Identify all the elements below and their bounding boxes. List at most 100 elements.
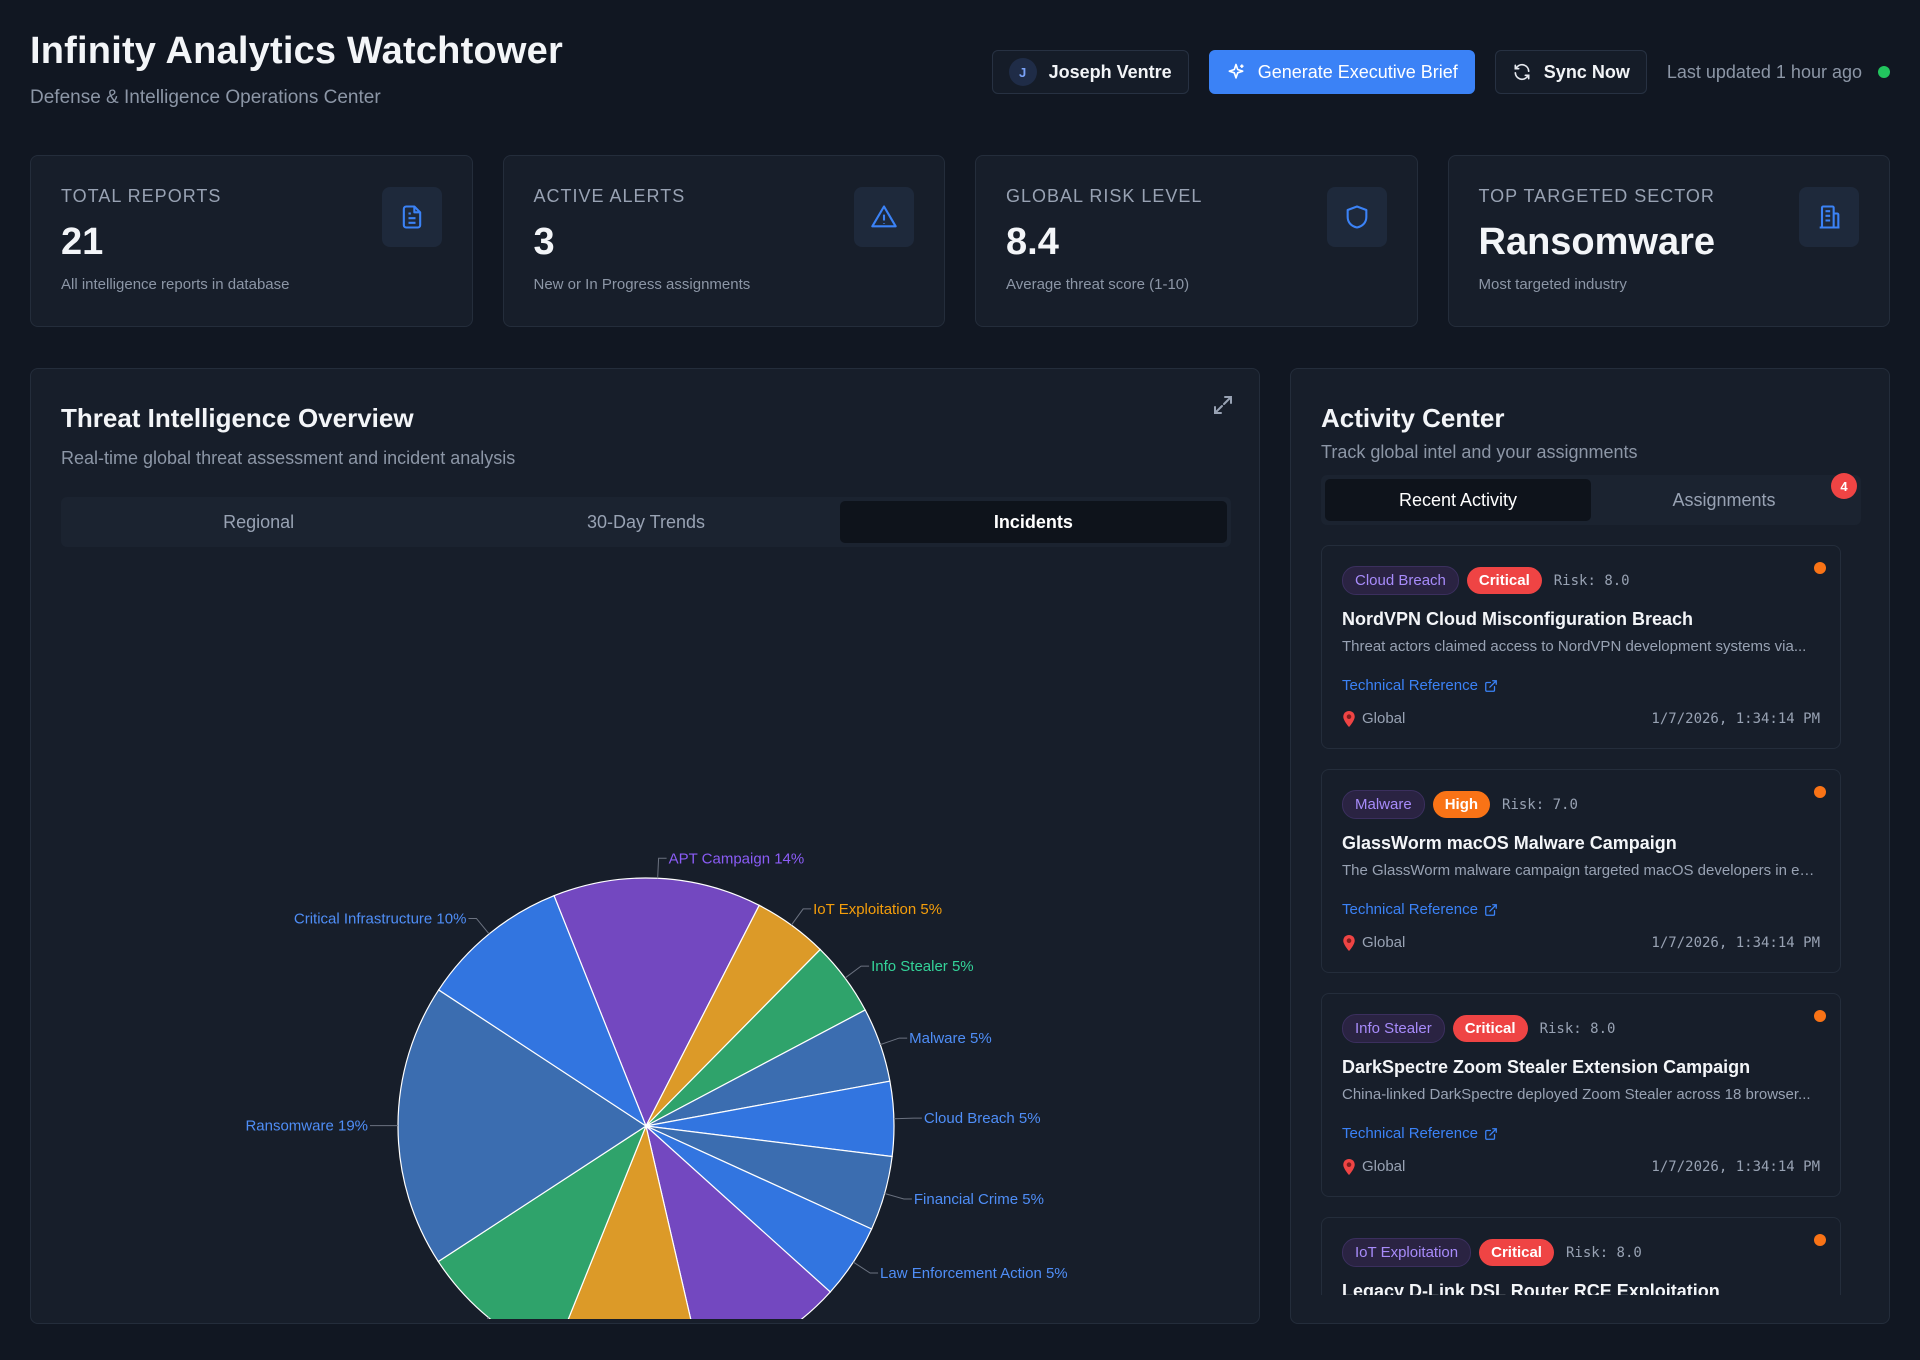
item-tags: Malware High Risk: 7.0 (1342, 790, 1820, 819)
item-title[interactable]: NordVPN Cloud Misconfiguration Breach (1342, 609, 1694, 629)
severity-badge: Critical (1479, 1239, 1554, 1266)
risk-score: Risk: 8.0 (1539, 1020, 1616, 1037)
pie-label: Cloud Breach 5% (924, 1110, 1041, 1127)
category-badge: Info Stealer (1342, 1014, 1445, 1043)
pie-leader-line (893, 1117, 922, 1120)
tab-recent-activity[interactable]: Recent Activity (1325, 479, 1591, 521)
last-updated: Last updated 1 hour ago (1666, 61, 1862, 82)
stat-value: 3 (533, 221, 555, 263)
tab-incidents[interactable]: Incidents (839, 501, 1227, 543)
external-link-icon (1485, 1127, 1497, 1140)
panel-title: Activity Center (1321, 403, 1505, 433)
stat-label: Top Targeted Sector (1478, 186, 1715, 206)
activity-feed: Cloud Breach Critical Risk: 8.0 NordVPN … (1321, 545, 1841, 1295)
panel-title: Threat Intelligence Overview (61, 403, 414, 433)
location-label: Global (1362, 1158, 1406, 1175)
tab-regional[interactable]: Regional (223, 511, 295, 532)
pie-label: Critical Infrastructure 10% (294, 910, 467, 927)
location-label: Global (1362, 934, 1406, 951)
stat-value: 21 (61, 221, 104, 263)
activity-item[interactable]: Info Stealer Critical Risk: 8.0 DarkSpec… (1321, 993, 1841, 1197)
user-name: Joseph Ventre (1048, 61, 1172, 82)
pie-leader-line (853, 1261, 879, 1274)
technical-reference-link[interactable]: Technical Reference (1342, 901, 1820, 918)
stat-card-global-risk: Global Risk Level 8.4 Average threat sco… (975, 155, 1418, 327)
header: Infinity Analytics Watchtower Defense & … (30, 30, 1890, 120)
category-badge: IoT Exploitation (1342, 1238, 1472, 1267)
external-link-icon (1485, 903, 1497, 916)
technical-reference-label: Technical Reference (1342, 1125, 1478, 1142)
tab-30-day-trends[interactable]: 30-Day Trends (586, 511, 706, 532)
external-link-icon (1485, 679, 1497, 692)
refresh-icon (1514, 63, 1530, 81)
user-menu-button[interactable]: J Joseph Ventre (991, 50, 1189, 94)
item-footer: Global 1/7/2026, 1:34:14 PM (1342, 934, 1820, 951)
item-title[interactable]: Legacy D-Link DSL Router RCE Exploitatio… (1342, 1281, 1720, 1295)
item-description: China-linked DarkSpectre deployed Zoom S… (1342, 1086, 1811, 1103)
status-indicator (1878, 66, 1890, 78)
expand-icon[interactable] (1211, 393, 1235, 417)
activity-item[interactable]: IoT Exploitation Critical Risk: 8.0 Lega… (1321, 1217, 1841, 1295)
technical-reference-label: Technical Reference (1342, 901, 1478, 918)
stat-value: 8.4 (1006, 221, 1059, 263)
threat-overview-panel: Threat Intelligence Overview Real-time g… (30, 368, 1261, 1360)
panel-subtitle: Real-time global threat assessment and i… (61, 448, 516, 468)
risk-score: Risk: 7.0 (1502, 796, 1578, 813)
severity-badge: High (1432, 791, 1491, 818)
activity-item[interactable]: Cloud Breach Critical Risk: 8.0 NordVPN … (1321, 545, 1841, 749)
header-actions: J Joseph Ventre Generate Executive Brief… (991, 50, 1890, 94)
pie-slice-ransomware[interactable] (397, 989, 648, 1263)
pin-icon (1343, 710, 1355, 727)
activity-center-panel: Activity Center Track global intel and y… (1290, 368, 1890, 1324)
pie-leader-line (880, 1037, 908, 1046)
app-title: Infinity Analytics Watchtower (30, 30, 563, 72)
stat-label: Total Reports (61, 186, 222, 206)
item-footer: Global 1/7/2026, 1:34:14 PM (1342, 1158, 1820, 1175)
stat-desc: Average threat score (1-10) (1006, 276, 1190, 293)
sync-now-button[interactable]: Sync Now (1494, 50, 1647, 94)
sparkle-icon (1228, 63, 1244, 79)
shield-icon (1326, 187, 1387, 247)
pin-icon (1343, 1158, 1355, 1175)
severity-badge: Critical (1452, 1015, 1528, 1042)
item-title[interactable]: DarkSpectre Zoom Stealer Extension Campa… (1342, 1057, 1751, 1077)
activity-item[interactable]: Malware High Risk: 7.0 GlassWorm macOS M… (1321, 769, 1841, 973)
pie-leader-line (844, 965, 870, 979)
location: Global (1342, 710, 1405, 727)
generate-brief-label: Generate Executive Brief (1257, 61, 1458, 82)
technical-reference-link[interactable]: Technical Reference (1342, 677, 1820, 694)
app-subtitle: Defense & Intelligence Operations Center (30, 87, 381, 108)
incidents-pie-chart: APT Campaign 14% IoT Exploitation 5% Info … (31, 559, 1261, 1360)
tab-assignments-label: Assignments (1672, 489, 1776, 510)
category-badge: Cloud Breach (1342, 566, 1459, 595)
tab-assignments[interactable]: Assignments 4 (1591, 473, 1857, 521)
unread-dot (1814, 1010, 1826, 1022)
assignments-count-badge: 4 (1831, 473, 1857, 499)
technical-reference-link[interactable]: Technical Reference (1342, 1125, 1820, 1142)
warning-icon (854, 187, 914, 247)
category-badge: Malware (1342, 790, 1425, 819)
pie-leader-line (657, 857, 667, 879)
sync-now-label: Sync Now (1543, 61, 1630, 82)
activity-tabs: Recent Activity Assignments 4 (1321, 473, 1861, 525)
timestamp: 1/7/2026, 1:34:14 PM (1651, 1158, 1820, 1175)
timestamp: 1/7/2026, 1:34:14 PM (1651, 710, 1820, 727)
pie-label: Info Stealer 5% (871, 958, 974, 975)
stat-card-active-alerts: Active Alerts 3 New or In Progress assig… (502, 155, 945, 327)
unread-dot (1814, 562, 1826, 574)
pie-label: Malware 5% (909, 1030, 992, 1047)
stat-desc: Most targeted industry (1478, 276, 1627, 293)
avatar: J (1008, 58, 1037, 86)
pie-slice-apt-campaign[interactable] (553, 877, 761, 1128)
generate-brief-button[interactable]: Generate Executive Brief (1208, 50, 1475, 94)
stat-label: Active Alerts (533, 186, 686, 206)
pie-label: Law Enforcement Action 5% (880, 1265, 1068, 1282)
pie-slice-critical-infrastructure[interactable] (437, 894, 648, 1128)
panel-subtitle: Track global intel and your assignments (1321, 442, 1638, 462)
item-title[interactable]: GlassWorm macOS Malware Campaign (1342, 833, 1677, 853)
risk-score: Risk: 8.0 (1565, 1244, 1642, 1261)
stat-desc: All intelligence reports in database (61, 276, 290, 293)
pie-label: Ransomware 19% (245, 1118, 368, 1135)
stats-row: Total Reports 21 All intelligence report… (30, 155, 1890, 327)
building-icon (1799, 187, 1859, 247)
